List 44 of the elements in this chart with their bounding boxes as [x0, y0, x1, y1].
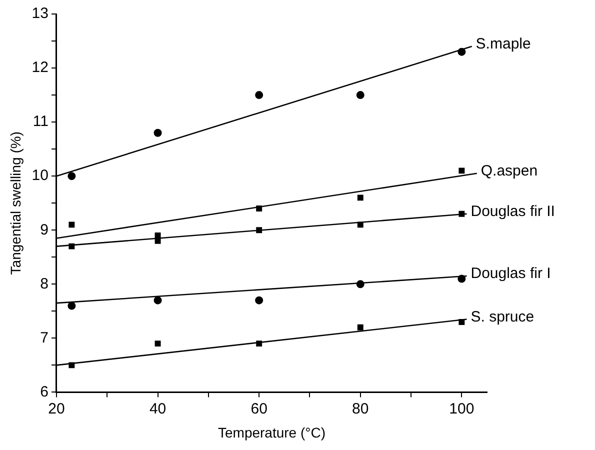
point — [154, 340, 161, 347]
x-tick-label: 40 — [149, 400, 166, 418]
x-tick-label: 80 — [352, 400, 369, 418]
point — [458, 210, 465, 217]
point — [154, 128, 162, 137]
point — [357, 194, 364, 201]
x-tick-label: 100 — [449, 400, 474, 418]
point — [154, 296, 162, 304]
y-tick-label: 8 — [40, 275, 48, 292]
point — [458, 318, 465, 325]
y-tick-label: 12 — [32, 59, 48, 76]
y-tick-label: 10 — [32, 167, 48, 184]
x-tick-label: 20 — [48, 400, 65, 418]
point — [68, 362, 75, 368]
y-tick-label: 7 — [40, 329, 48, 346]
point — [458, 274, 466, 283]
point — [458, 168, 465, 174]
point — [256, 340, 262, 347]
series-label: Q.aspen — [480, 162, 538, 180]
point — [68, 302, 76, 310]
x-axis-title: Temperature (°C) — [218, 424, 326, 440]
point — [154, 232, 161, 238]
point — [357, 222, 364, 228]
point — [255, 296, 264, 304]
series-label: S. spruce — [470, 308, 534, 326]
series-label: S.maple — [476, 36, 531, 53]
point — [68, 172, 76, 180]
point — [256, 206, 262, 212]
y-tick-label: 11 — [32, 113, 48, 130]
y-tick-label: 9 — [40, 221, 48, 238]
point — [255, 91, 264, 100]
point — [68, 243, 75, 250]
point — [256, 227, 262, 234]
series-label: Douglas fir I — [470, 265, 551, 282]
y-tick-label: 6 — [40, 383, 48, 400]
y-axis-title: Tangential swelling (%) — [7, 132, 24, 275]
y-tick-label: 13 — [32, 5, 48, 22]
point — [357, 324, 364, 330]
point — [458, 48, 466, 56]
series-label: Douglas fir II — [470, 203, 555, 220]
point — [356, 280, 364, 288]
point — [68, 222, 75, 228]
x-tick-label: 60 — [250, 400, 268, 418]
point — [356, 91, 364, 100]
